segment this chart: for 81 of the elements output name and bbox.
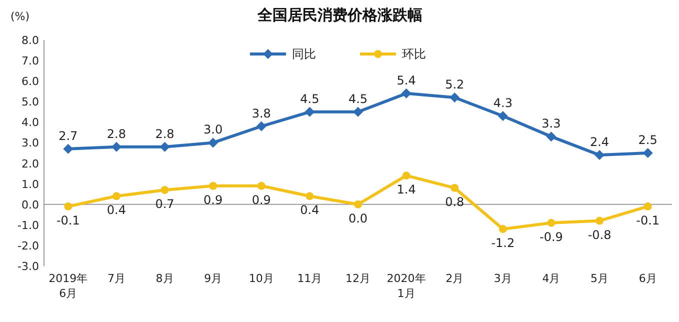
point (64, 202, 72, 210)
point (498, 111, 508, 122)
data-label: 4.3 (493, 96, 512, 110)
point (160, 186, 169, 194)
data-label: 5.4 (396, 73, 416, 88)
y-tick-label: -2.0 (18, 239, 39, 252)
x-tick-label: 8月 (156, 272, 174, 285)
point (596, 216, 604, 225)
point (353, 106, 363, 117)
y-tick-label: 7.0 (22, 54, 39, 68)
data-label: 0.9 (204, 192, 223, 207)
y-tick-label: 1.0 (22, 178, 39, 191)
point (257, 182, 266, 190)
chart-title: 全国居民消费价格涨跌幅 (256, 6, 422, 24)
data-label: 2.4 (590, 135, 610, 150)
legend-label: 环比 (402, 47, 426, 61)
data-label: 4.5 (300, 92, 320, 106)
x-tick-label: 5月 (590, 272, 609, 285)
x-tick-label: 2月 (446, 272, 464, 285)
point (402, 172, 410, 180)
point (450, 92, 460, 103)
data-label: 3.0 (204, 122, 223, 137)
y-tick-label: -1.0 (18, 218, 39, 232)
legend-label: 同比 (292, 47, 316, 61)
x-tick-label: 6月 (638, 272, 657, 285)
x-tick-label: 2019年 6月 (48, 272, 88, 300)
y-tick-label: 5.0 (22, 96, 39, 109)
y-tick-label: 3.0 (22, 136, 39, 150)
x-tick-label: 7月 (107, 272, 126, 285)
point (498, 225, 507, 234)
point (594, 150, 605, 160)
point (112, 192, 120, 200)
point (401, 88, 412, 98)
data-label: -0.9 (540, 230, 563, 244)
data-label: 0.4 (300, 203, 320, 218)
data-label: 2.5 (638, 133, 658, 147)
data-label: 1.4 (396, 182, 416, 197)
point (209, 182, 218, 190)
y-tick-label: -3.0 (18, 260, 39, 273)
y-tick-label: 6.0 (22, 75, 39, 88)
data-label: -0.1 (56, 213, 80, 228)
x-tick-label: 3月 (494, 272, 512, 285)
data-label: 0.4 (106, 203, 126, 218)
point (546, 132, 556, 142)
point (63, 144, 74, 154)
data-label: 2.8 (106, 126, 126, 141)
x-tick-label: 11月 (297, 272, 322, 285)
y-tick-label: 4.0 (22, 116, 39, 130)
data-label: -0.8 (588, 228, 612, 242)
data-label: 3.8 (252, 106, 271, 120)
data-label: 0.7 (155, 196, 174, 211)
point (642, 148, 653, 158)
x-tick-label: 2020年 1月 (386, 272, 426, 300)
data-label: 0.0 (348, 211, 368, 226)
data-label: 0.8 (445, 194, 464, 209)
y-tick-label: 2.0 (22, 157, 39, 170)
x-tick-label: 12月 (346, 272, 370, 285)
point (354, 200, 362, 208)
data-label: -0.1 (636, 213, 660, 228)
x-tick-label: 4月 (542, 272, 560, 285)
data-label: 2.7 (58, 128, 78, 143)
point (304, 106, 315, 117)
data-label: 5.2 (445, 78, 464, 92)
x-tick-label: 9月 (204, 272, 222, 285)
y-axis-title: (%) (10, 10, 30, 23)
data-label: 0.9 (252, 192, 271, 207)
data-label: 2.8 (155, 126, 174, 141)
point (644, 202, 652, 210)
point (256, 121, 266, 132)
data-label: 4.5 (348, 92, 368, 106)
point (306, 192, 314, 200)
point (111, 142, 122, 152)
y-tick-label: 8.0 (22, 34, 39, 47)
y-tick-label: 0.0 (22, 198, 39, 212)
point (450, 184, 459, 192)
x-tick-label: 10月 (248, 272, 274, 285)
point (547, 218, 556, 227)
point (160, 142, 170, 152)
data-label: 3.3 (542, 116, 561, 131)
point (208, 138, 218, 148)
data-label: -1.2 (491, 236, 515, 250)
